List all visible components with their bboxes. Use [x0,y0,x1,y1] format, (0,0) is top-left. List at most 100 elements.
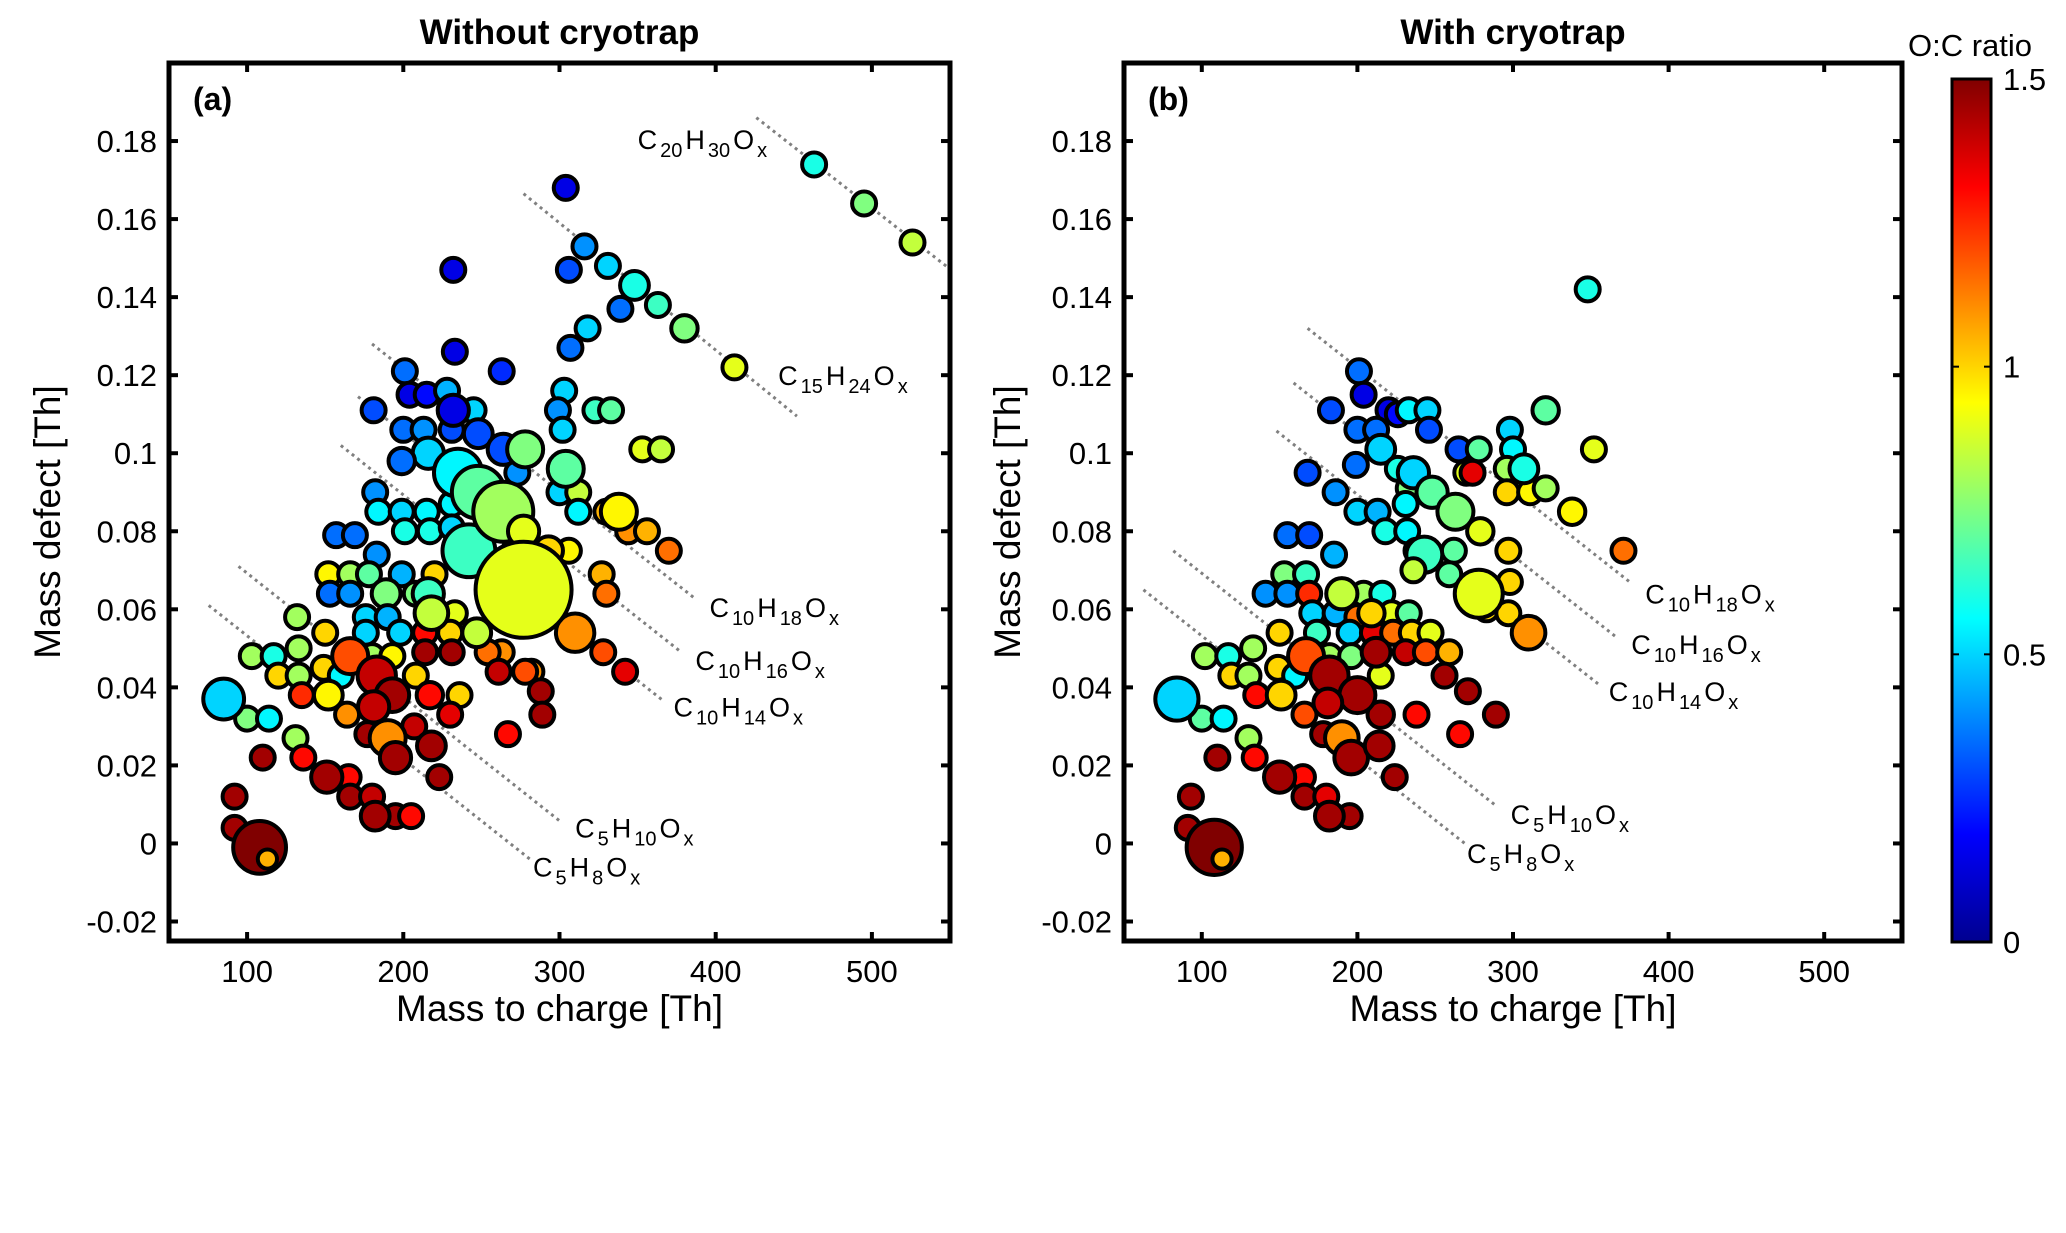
data-point [386,445,417,477]
data-point [1530,395,1561,426]
data-point [1579,435,1608,464]
y-tick-label: 0.18 [1052,124,1112,159]
data-point [1242,681,1271,710]
data-point [1341,450,1370,479]
data-point [1349,380,1378,409]
data-point [1344,357,1373,386]
colorbar-tick-label: 1 [2003,350,2020,385]
data-point [1531,474,1560,503]
data-point [1435,638,1464,667]
data-point [545,448,586,489]
data-point [1399,556,1428,585]
reference-line [357,395,683,654]
data-point [1210,847,1234,871]
data-point [493,720,522,749]
data-point [255,847,280,871]
data-point [1391,489,1420,518]
data-point [220,782,249,811]
x-tick-label: 200 [377,954,429,989]
data-point [669,313,700,344]
data-point [632,517,661,546]
data-point [1295,521,1324,550]
data-point [1190,642,1219,671]
y-tick-label: 0.1 [114,436,157,471]
data-point [556,333,585,362]
x-tick-label: 100 [221,954,273,989]
panel-title: With cryotrap [1400,13,1625,52]
x-tick-label: 300 [1487,954,1539,989]
y-tick-label: 0.02 [1052,748,1112,783]
y-tick-label: 0 [1095,826,1112,861]
data-point [593,251,622,280]
data-point [287,681,316,710]
data-point [415,517,444,546]
data-point [1458,458,1487,487]
data-point [1446,720,1475,749]
data-point [570,232,599,261]
data-point [1573,275,1602,304]
data-point [437,638,466,667]
data-point [1311,686,1345,720]
panel-title: Without cryotrap [420,13,700,52]
reference-line [371,342,695,599]
data-point [1464,435,1493,464]
data-point [358,799,392,833]
data-point [1414,415,1443,444]
data-point [1494,599,1523,628]
data-point [511,657,540,686]
y-tick-label: 0.1 [1069,436,1112,471]
y-tick-label: 0.06 [97,592,157,627]
y-tick-label: 0.16 [97,202,157,237]
colorbar-tick-label: 0.5 [2003,637,2046,672]
data-point [415,729,448,763]
data-point [435,392,471,428]
y-tick-label: 0.08 [1052,514,1112,549]
y-tick-label: 0.04 [1052,670,1112,705]
panel-label: (a) [193,81,232,117]
data-point [1439,536,1468,565]
data-point [340,521,369,550]
data-point [1153,675,1201,723]
x-tick-label: 200 [1332,954,1384,989]
y-tick-label: 0.16 [1052,202,1112,237]
data-point [289,743,318,772]
y-tick-label: 0.14 [1052,280,1112,315]
colorbar-tick-label: 0 [2003,925,2020,960]
data-point [1316,396,1345,425]
data-point [386,618,415,647]
x-tick-label: 500 [1798,954,1850,989]
colorbar-title: O:C ratio [1908,28,2032,63]
data-point [425,763,454,792]
data-point [526,677,555,706]
data-point [505,429,546,470]
data-point [1324,576,1360,612]
data-point [1362,729,1396,763]
data-point [336,579,365,608]
data-point [309,759,345,795]
data-point [439,255,468,284]
y-tick-label: 0.18 [97,124,157,159]
data-point [311,618,340,647]
data-point [1380,763,1409,792]
panel-label: (b) [1148,81,1189,117]
data-point [553,611,597,654]
data-point [1465,516,1496,547]
data-point [1264,678,1298,712]
data-point [564,497,593,526]
data-point [1240,743,1269,772]
data-point [411,638,440,667]
data-point [654,536,683,565]
y-tick-label: -0.02 [86,904,157,939]
data-point [1335,618,1364,647]
data-point [397,802,426,831]
data-point [1481,700,1510,729]
data-point [1453,677,1482,706]
x-tick-label: 400 [690,954,742,989]
